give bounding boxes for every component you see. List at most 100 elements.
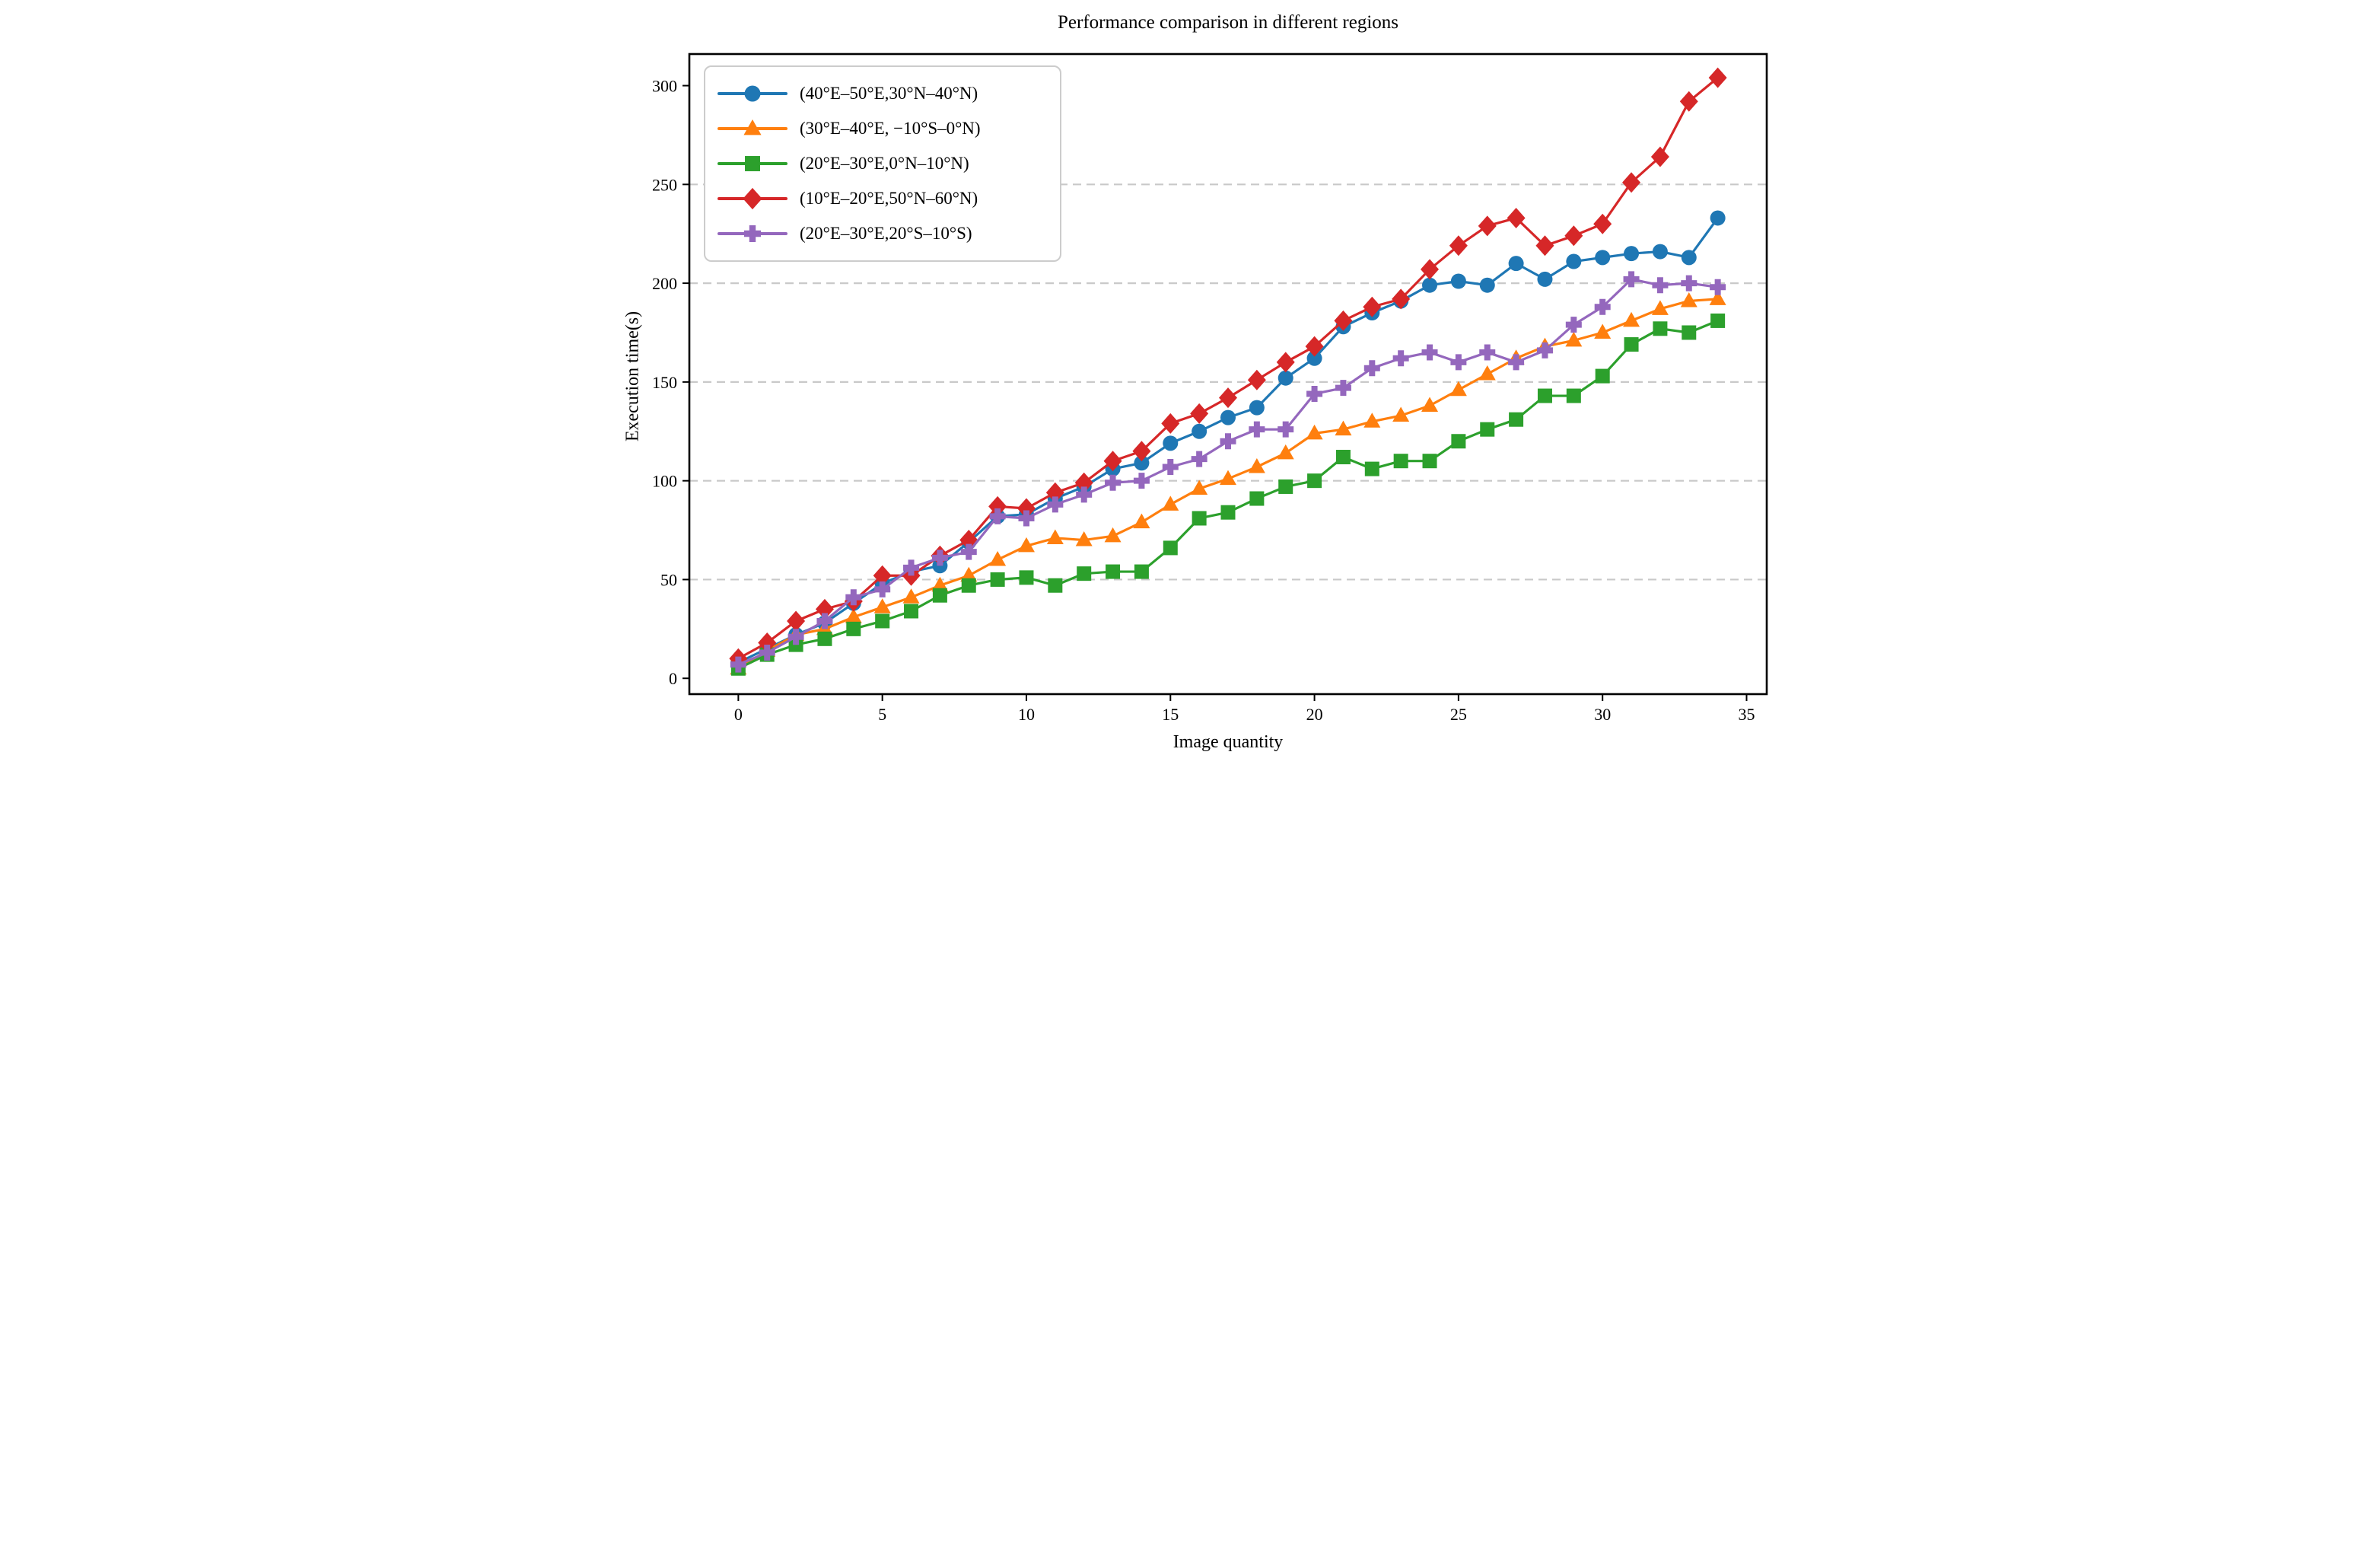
diamond-marker-icon: [787, 610, 806, 632]
circle-marker-icon: [1537, 271, 1553, 287]
square-marker-icon: [1163, 540, 1178, 556]
plus-marker-icon: [874, 581, 891, 597]
diamond-marker-icon: [988, 495, 1007, 517]
legend-item: (20°E–30°E,0°N–10°N): [716, 146, 1049, 181]
circle-marker-icon: [1163, 435, 1179, 451]
plus-marker-icon: [1363, 360, 1380, 377]
diamond-marker-icon: [1449, 235, 1468, 256]
triangle-marker-icon: [743, 119, 762, 135]
legend-label: (10°E–20°E,50°N–60°N): [800, 189, 978, 208]
circle-marker-icon: [1192, 423, 1208, 439]
plus-marker-icon: [1018, 510, 1035, 527]
triangle-marker-icon: [1680, 292, 1698, 307]
square-marker-icon: [990, 572, 1005, 587]
plus-marker-icon: [1306, 385, 1323, 402]
square-marker-icon: [1393, 454, 1408, 469]
x-tick-label: 20: [1306, 705, 1323, 724]
x-axis-label: Image quantity: [1172, 732, 1284, 752]
square-marker-icon: [1595, 368, 1610, 384]
legend-label: (20°E–30°E,20°S–10°S): [800, 224, 972, 243]
diamond-marker-icon: [1593, 213, 1612, 234]
x-tick-label: 25: [1450, 705, 1467, 724]
plus-marker-icon: [1710, 279, 1726, 295]
legend-item: (40°E–50°E,30°N–40°N): [716, 76, 1049, 111]
diamond-marker-icon: [1219, 387, 1237, 409]
plus-marker-icon: [1047, 496, 1064, 513]
triangle-marker-icon: [902, 588, 920, 604]
plus-marker-icon: [743, 225, 762, 243]
triangle-marker-icon: [1220, 470, 1236, 486]
circle-marker-icon: [1278, 370, 1293, 386]
x-tick-label: 15: [1162, 705, 1179, 724]
square-marker-icon: [1710, 313, 1726, 328]
triangle-marker-icon: [873, 598, 891, 613]
circle-marker-icon: [1566, 253, 1582, 269]
diamond-marker-icon: [1679, 91, 1698, 112]
diamond-marker-icon: [1305, 336, 1324, 357]
diamond-marker-icon: [1535, 235, 1554, 256]
y-tick-label: 50: [660, 570, 677, 589]
y-tick-label: 200: [652, 274, 677, 293]
axis-ticks: 0 5 10 15 20 25 30 35 0 50 100 150 200 250 300: [652, 77, 1755, 724]
diamond-marker-icon: [1650, 146, 1669, 167]
diamond-marker-icon: [1478, 215, 1497, 237]
circle-marker-icon: [1306, 350, 1322, 366]
triangle-marker-icon: [1046, 529, 1064, 544]
legend-item: (30°E–40°E, −10°S–0°N): [716, 111, 1049, 146]
triangle-marker-icon: [1248, 457, 1265, 473]
square-marker-icon: [1278, 479, 1293, 494]
diamond-marker-icon: [1132, 441, 1151, 462]
legend-sample-diamond: [718, 187, 788, 210]
square-marker-icon: [1134, 564, 1149, 579]
diamond-marker-icon: [1247, 369, 1266, 390]
legend-label: (20°E–30°E,0°N–10°N): [800, 154, 969, 173]
plus-marker-icon: [1536, 342, 1553, 358]
square-marker-icon: [1509, 412, 1524, 427]
y-tick-label: 100: [652, 472, 677, 491]
triangle-marker-icon: [1478, 365, 1496, 381]
plus-marker-icon: [1652, 277, 1669, 294]
diamond-marker-icon: [1564, 225, 1583, 247]
square-marker-icon: [1682, 325, 1697, 340]
y-tick-label: 0: [669, 669, 677, 688]
square-marker-icon: [745, 156, 760, 171]
diamond-marker-icon: [1708, 67, 1727, 88]
circle-marker-icon: [1652, 244, 1668, 260]
square-marker-icon: [1451, 434, 1466, 449]
y-tick-label: 150: [652, 373, 677, 392]
square-marker-icon: [817, 631, 832, 646]
plot-border: [688, 53, 1768, 696]
y-tick-label: 300: [652, 77, 677, 96]
series-square: [730, 313, 1726, 676]
series-triangle: [730, 290, 1726, 675]
legend-sample-circle: [718, 85, 788, 102]
triangle-marker-icon: [845, 608, 862, 623]
triangle-marker-icon: [1162, 495, 1179, 511]
square-marker-icon: [1566, 388, 1581, 403]
square-marker-icon: [932, 588, 947, 603]
circle-marker-icon: [1595, 250, 1611, 266]
square-marker-icon: [961, 578, 976, 593]
plus-marker-icon: [1076, 486, 1093, 503]
plus-marker-icon: [1278, 421, 1294, 438]
triangle-marker-icon: [1623, 311, 1640, 327]
square-marker-icon: [1220, 505, 1236, 520]
triangle-marker-icon: [1363, 413, 1381, 428]
plus-marker-icon: [1508, 354, 1525, 371]
triangle-marker-icon: [1392, 406, 1410, 422]
plus-marker-icon: [1565, 317, 1582, 333]
y-tick-label: 250: [652, 175, 677, 194]
plus-marker-icon: [989, 508, 1006, 524]
square-marker-icon: [1048, 578, 1063, 593]
triangle-marker-icon: [1104, 527, 1122, 543]
diamond-marker-icon: [1074, 472, 1093, 493]
plus-marker-icon: [1335, 380, 1351, 397]
triangle-marker-icon: [1421, 397, 1439, 413]
plus-marker-icon: [1162, 458, 1179, 475]
triangle-marker-icon: [1565, 331, 1583, 347]
legend-sample-square: [718, 156, 788, 171]
circle-marker-icon: [1220, 409, 1236, 425]
square-marker-icon: [1307, 473, 1322, 489]
circle-marker-icon: [1249, 400, 1265, 416]
legend-item: (20°E–30°E,20°S–10°S): [716, 216, 1049, 251]
